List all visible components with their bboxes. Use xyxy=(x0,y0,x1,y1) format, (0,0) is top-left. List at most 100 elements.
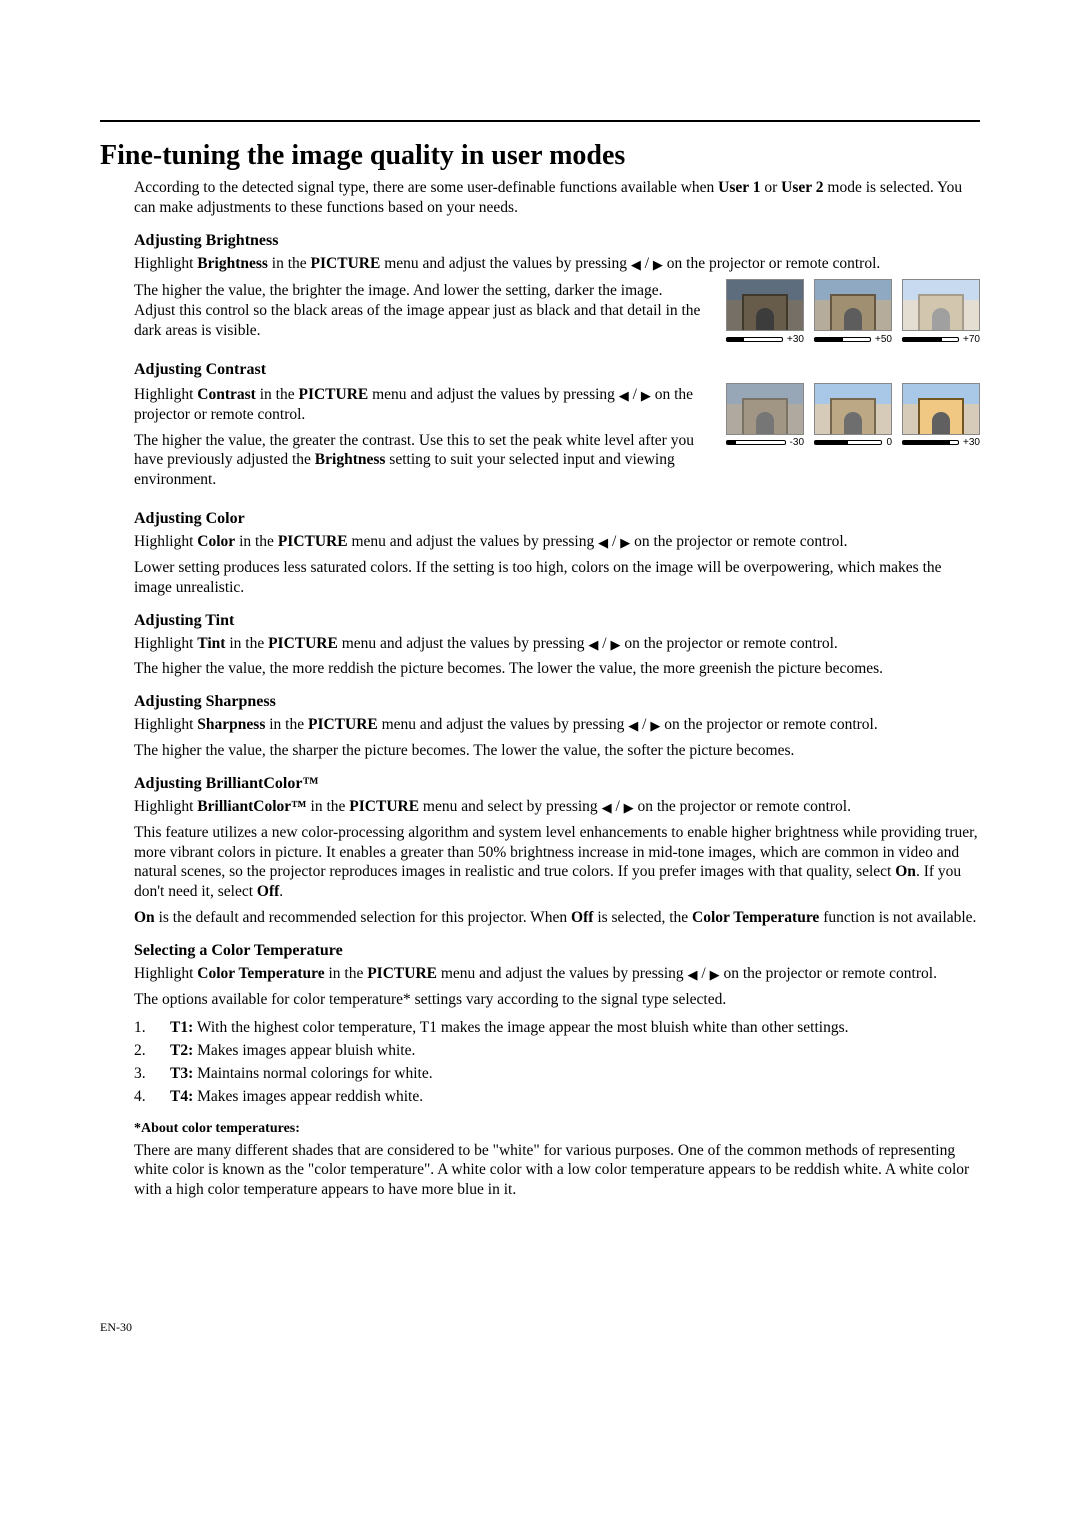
tint-p1: Highlight Tint in the PICTURE menu and a… xyxy=(134,634,980,654)
brightness-thumb: +30 xyxy=(726,279,804,345)
thumb-slider-track xyxy=(814,440,882,445)
thumb-image xyxy=(814,383,892,435)
list-item-number: 3. xyxy=(134,1062,152,1085)
slash: / xyxy=(698,965,710,982)
thumb-value: +50 xyxy=(875,334,892,345)
list-item-text: T4: Makes images appear reddish white. xyxy=(170,1085,423,1108)
list-item-text: T2: Makes images appear bluish white. xyxy=(170,1039,415,1062)
page-number: EN-30 xyxy=(100,1320,980,1335)
slash: / xyxy=(641,255,653,272)
thumb-value: -30 xyxy=(790,437,804,448)
thumb-image xyxy=(902,279,980,331)
thumb-slider: +30 xyxy=(726,333,804,345)
sharpness-p1-pre: Highlight Sharpness in the PICTURE menu … xyxy=(134,716,628,733)
contrast-thumb: +30 xyxy=(902,383,980,449)
contrast-thumbnails: -30 0 +30 xyxy=(726,383,980,449)
heading-brilliantcolor: Adjusting BrilliantColor™ xyxy=(134,775,980,793)
thumb-building-icon xyxy=(742,294,788,330)
brightness-p1-pre: Highlight Brightness in the PICTURE menu… xyxy=(134,255,631,272)
thumb-image xyxy=(902,383,980,435)
heading-brightness: Adjusting Brightness xyxy=(134,232,980,250)
ctemp-p1: Highlight Color Temperature in the PICTU… xyxy=(134,964,980,984)
thumb-arch-icon xyxy=(932,412,950,434)
sharpness-p1: Highlight Sharpness in the PICTURE menu … xyxy=(134,715,980,735)
thumb-slider-fill xyxy=(815,441,848,444)
sharpness-p1-post: on the projector or remote control. xyxy=(664,716,877,733)
tint-p2: The higher the value, the more reddish t… xyxy=(134,659,980,679)
list-item: 3. T3: Maintains normal colorings for wh… xyxy=(134,1062,980,1085)
thumb-slider: -30 xyxy=(726,437,804,449)
brilliant-p1: Highlight BrilliantColor™ in the PICTURE… xyxy=(134,797,980,817)
thumb-value: +30 xyxy=(787,334,804,345)
ctemp-note-body: There are many different shades that are… xyxy=(134,1141,980,1200)
brilliant-p1-pre: Highlight BrilliantColor™ in the PICTURE… xyxy=(134,798,602,815)
slash: / xyxy=(638,716,650,733)
contrast-thumb: -30 xyxy=(726,383,804,449)
brilliant-p3: On is the default and recommended select… xyxy=(134,908,980,928)
thumb-image xyxy=(726,383,804,435)
thumb-slider: +50 xyxy=(814,333,892,345)
thumb-arch-icon xyxy=(756,308,774,330)
thumb-slider-track xyxy=(814,337,871,342)
slash: / xyxy=(629,386,641,403)
thumb-slider-track xyxy=(902,440,959,445)
thumb-slider-fill xyxy=(903,441,950,444)
color-p1-pre: Highlight Color in the PICTURE menu and … xyxy=(134,533,598,550)
brightness-thumb: +70 xyxy=(902,279,980,345)
thumb-slider-fill xyxy=(815,338,843,341)
contrast-p2: The higher the value, the greater the co… xyxy=(134,431,706,490)
thumb-arch-icon xyxy=(844,308,862,330)
thumb-slider-track xyxy=(726,337,783,342)
brightness-p2: The higher the value, the brighter the i… xyxy=(134,281,706,340)
heading-contrast: Adjusting Contrast xyxy=(134,361,980,379)
thumb-arch-icon xyxy=(932,308,950,330)
list-item-number: 4. xyxy=(134,1085,152,1108)
color-p1-post: on the projector or remote control. xyxy=(634,533,847,550)
thumb-value: +70 xyxy=(963,334,980,345)
tint-p1-pre: Highlight Tint in the PICTURE menu and a… xyxy=(134,635,588,652)
list-item: 2. T2: Makes images appear bluish white. xyxy=(134,1039,980,1062)
thumb-building-icon xyxy=(918,294,964,330)
thumb-building-icon xyxy=(830,294,876,330)
thumb-slider: +70 xyxy=(902,333,980,345)
thumb-slider-track xyxy=(726,440,786,445)
brilliant-p2: This feature utilizes a new color-proces… xyxy=(134,823,980,902)
thumb-building-icon xyxy=(830,398,876,434)
intro-paragraph: According to the detected signal type, t… xyxy=(134,178,980,218)
list-item-text: T1: With the highest color temperature, … xyxy=(170,1016,849,1039)
list-item: 4. T4: Makes images appear reddish white… xyxy=(134,1085,980,1108)
brilliant-p1-post: on the projector or remote control. xyxy=(638,798,851,815)
slash: / xyxy=(608,533,620,550)
thumb-arch-icon xyxy=(756,412,774,434)
list-item-text: T3: Maintains normal colorings for white… xyxy=(170,1062,433,1085)
ctemp-p2: The options available for color temperat… xyxy=(134,990,980,1010)
thumb-image xyxy=(814,279,892,331)
list-item: 1. T1: With the highest color temperatur… xyxy=(134,1016,980,1039)
thumb-building-icon xyxy=(742,398,788,434)
thumb-slider-track xyxy=(902,337,959,342)
slash: / xyxy=(598,635,610,652)
brightness-p1: Highlight Brightness in the PICTURE menu… xyxy=(134,254,980,274)
thumb-slider: 0 xyxy=(814,437,892,449)
color-p2: Lower setting produces less saturated co… xyxy=(134,558,980,598)
brightness-thumb: +50 xyxy=(814,279,892,345)
thumb-slider-fill xyxy=(727,338,744,341)
ctemp-list: 1. T1: With the highest color temperatur… xyxy=(134,1016,980,1109)
page-title: Fine-tuning the image quality in user mo… xyxy=(100,140,980,172)
ctemp-note-heading: *About color temperatures: xyxy=(134,1121,980,1137)
color-p1: Highlight Color in the PICTURE menu and … xyxy=(134,532,980,552)
thumb-value: +30 xyxy=(963,437,980,448)
contrast-p1: Highlight Contrast in the PICTURE menu a… xyxy=(134,385,706,425)
slash: / xyxy=(612,798,624,815)
heading-color: Adjusting Color xyxy=(134,510,980,528)
thumb-slider: +30 xyxy=(902,437,980,449)
heading-color-temperature: Selecting a Color Temperature xyxy=(134,942,980,960)
heading-tint: Adjusting Tint xyxy=(134,612,980,630)
list-item-number: 1. xyxy=(134,1016,152,1039)
thumb-building-icon xyxy=(918,398,964,434)
top-rule xyxy=(100,120,980,122)
thumb-slider-fill xyxy=(903,338,942,341)
brightness-p1-post: on the projector or remote control. xyxy=(667,255,880,272)
ctemp-p1-pre: Highlight Color Temperature in the PICTU… xyxy=(134,965,688,982)
thumb-slider-fill xyxy=(727,441,736,444)
